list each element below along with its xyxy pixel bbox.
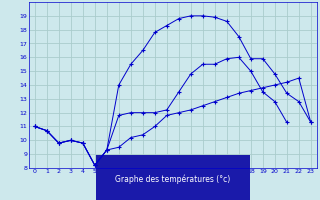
X-axis label: Graphe des températures (°c): Graphe des températures (°c): [115, 174, 230, 184]
